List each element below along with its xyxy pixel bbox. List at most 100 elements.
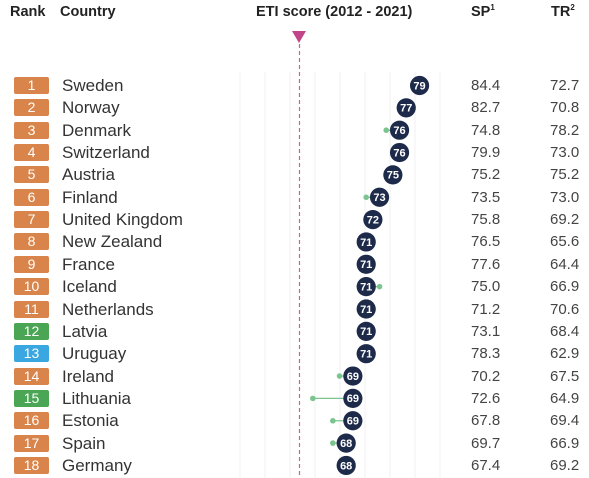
country-name: Latvia [62,321,108,341]
rank-badge: 6 [14,188,49,206]
score-label: 79 [413,80,425,92]
score-label: 71 [360,304,372,316]
score-point [409,75,430,96]
tr-value: 62.9 [550,345,580,363]
country-name: Austria [62,165,115,185]
table-row: 18 Germany 67.4 69.2 [0,455,589,477]
sp-value: 76.5 [471,233,501,251]
country-name: Ireland [62,366,114,386]
tr-value: 72.7 [550,77,580,94]
score-label: 76 [393,147,405,159]
tr-value: 67.5 [550,367,580,385]
sp-value: 75.8 [471,211,501,229]
country-name: Uruguay [62,344,127,364]
table-row: 10 Iceland 75.0 66.9 [0,276,589,298]
tr-header-label: TR [551,4,571,20]
table-row: 4 Switzerland 79.9 73.0 [0,142,589,164]
sp-value: 67.8 [471,412,501,430]
rank-badge: 15 [14,389,49,407]
table-row: 11 Netherlands 71.2 70.6 [0,299,589,321]
country-name: Lithuania [62,388,132,408]
score-point [356,277,376,297]
country-name: Sweden [62,76,124,95]
score-point [363,210,383,230]
country-header: Country [60,4,116,20]
score-point [356,321,376,341]
country-name: Germany [62,455,132,475]
table-row: 7 United Kingdom 75.8 69.2 [0,209,589,231]
tr-value: 69.2 [550,456,580,474]
tr-value: 75.2 [550,166,580,184]
rank-badge: 7 [14,211,49,229]
table-row: 3 Denmark 74.8 78.2 [0,120,589,142]
rank-badge: 3 [14,121,49,139]
sp-header-label: SP [471,4,491,20]
rank-badge: 18 [14,456,49,474]
average-marker-icon [292,31,306,43]
score-label: 68 [340,460,352,472]
score-label: 69 [347,416,359,428]
table-row: 16 Estonia 67.8 69.4 [0,410,589,432]
score-2012-point [383,127,390,133]
table-row: 14 Ireland 70.2 67.5 [0,366,589,388]
sp-value: 77.6 [471,255,501,273]
score-2012-point [363,194,370,201]
score-label: 71 [360,349,372,361]
score-point [369,187,390,207]
score-2012-point [330,417,336,424]
score-point [356,299,376,319]
rank-badge: 14 [14,367,49,385]
sp-value: 70.2 [471,367,501,385]
table-row: 12 Latvia 73.1 68.4 [0,321,589,343]
score-point [343,366,363,386]
sp-value: 74.8 [471,121,501,139]
table-row: 17 Spain 69.7 66.9 [0,433,589,455]
sp-value: 75.0 [471,278,501,296]
score-point [343,388,363,408]
score-label: 75 [387,170,399,182]
score-point [383,165,403,185]
country-name: Spain [62,433,106,453]
rank-badge: 12 [14,322,49,340]
tr-value: 64.9 [550,389,580,407]
rank-badge: 13 [14,345,49,363]
sp-value: 82.7 [471,99,501,117]
score-point [336,433,356,453]
country-name: Switzerland [62,143,150,163]
sp-value: 69.7 [471,434,501,452]
score-2012-point [330,440,336,446]
rank-header: Rank [10,4,46,20]
rank-badge: 10 [14,278,49,296]
rank-badge: 17 [14,434,49,452]
sp-value: 71.2 [471,300,501,318]
score-2012-point [336,373,343,379]
tr-value: 69.2 [550,211,580,229]
table-row: 9 France 77.6 64.4 [0,254,589,276]
country-name: Iceland [62,277,117,297]
country-name: New Zealand [62,232,163,252]
table-row: 2 Norway 82.7 70.8 [0,97,589,119]
score-2012-point [376,283,383,290]
tr-header-footnote: 2 [570,3,575,12]
sp-value: 72.6 [471,389,501,407]
rank-badge: 11 [14,300,49,318]
tr-value: 78.2 [550,121,580,139]
rank-badge: 16 [14,412,49,430]
table-row: 8 New Zealand 76.5 65.6 [0,231,589,253]
score-label: 71 [360,326,372,338]
score-2012-point [310,395,316,402]
sp-value: 73.5 [471,188,501,206]
tr-value: 68.4 [550,322,580,340]
table-row: 13 Uruguay 78.3 62.9 [0,343,589,365]
country-name: France [62,254,115,274]
tr-value: 73.0 [550,144,580,162]
rank-badge: 4 [14,144,49,162]
table-row: 6 Finland 73.5 73.0 [0,187,589,209]
score-point [389,142,410,163]
sp-value: 78.3 [471,345,501,363]
tr-value: 73.0 [550,188,580,206]
country-name: Estonia [62,411,119,431]
score-label: 77 [400,103,412,115]
score-label: 73 [373,192,385,204]
